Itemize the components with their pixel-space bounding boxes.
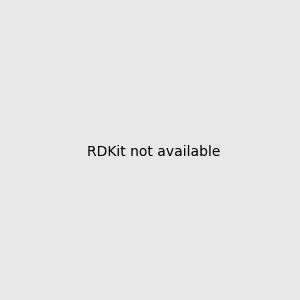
Text: RDKit not available: RDKit not available [87,145,220,158]
